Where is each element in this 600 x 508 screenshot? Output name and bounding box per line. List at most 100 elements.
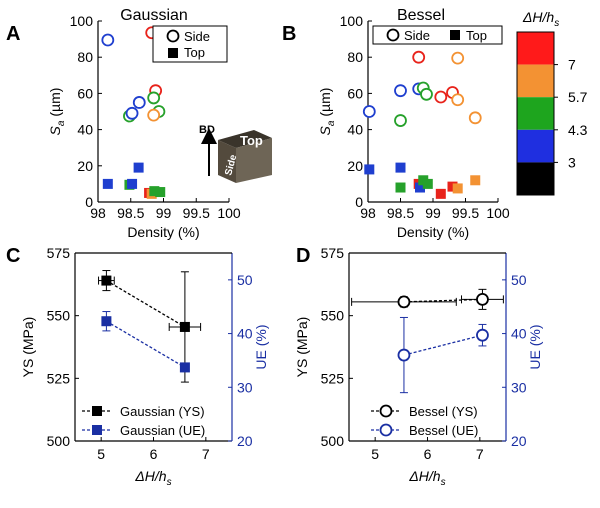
x-tick-label: 5 [97,446,105,462]
x-tick-label: 99 [156,205,172,221]
side-point [101,33,115,47]
side-point [468,111,482,125]
legend-label-side: Side [404,28,430,43]
cube-front-face [236,138,272,183]
x-tick-label: 99.5 [452,205,479,221]
panel-letter-b: B [282,23,296,45]
right-tick-label: 40 [237,326,253,342]
panel-letter-d: D [296,245,310,267]
side-point [434,90,448,104]
right-axis-title: UE (%) [253,324,269,369]
x-axis-title: ΔH/hs [408,468,445,488]
y-tick-label: 40 [77,122,93,138]
colorbar-segment [517,129,554,163]
x-tick-label: 99 [425,205,441,221]
x-tick-label: 100 [217,205,241,221]
colorbar-frame [516,31,555,196]
side-point [147,91,161,105]
legend-label-side: Side [184,29,210,44]
legend-marker-side [386,28,400,42]
side-point [394,84,407,98]
panel-b-scatter: 98 98.5 99 99.5 100 0 20 40 60 80 100 Density (%) Sa… [317,9,588,240]
right-tick-label: 20 [511,433,527,449]
inset-cube: BD Top Side [199,124,272,183]
x-tick-label: 6 [424,446,432,462]
cube-side-face [218,140,236,183]
side-point [451,93,465,107]
left-tick-label: 550 [47,308,71,324]
series-line-1 [106,320,186,368]
colorbar-tick-label: 5.7 [568,89,588,105]
y-tick-label: 100 [70,13,94,29]
panel-letter-a: A [6,23,20,45]
top-point [133,162,144,173]
x-tick-label: 7 [202,446,210,462]
top-point [155,187,166,198]
colorbar-segment [517,97,554,130]
top-point [422,178,433,189]
colorbar-segment [517,64,554,98]
right-tick-label: 30 [511,379,527,395]
colorbar-segment [517,162,554,195]
chart-title-bessel: Bessel [397,7,445,24]
y-tick-label: 80 [77,49,93,65]
series-line-1 [403,334,483,356]
legend-marker [379,423,393,437]
y-tick-label: 20 [347,158,363,174]
top-point [452,183,463,194]
top-point [395,182,406,193]
top-point [435,188,446,199]
x-tick-label: 98.5 [117,205,144,221]
y-tick-label: 0 [355,194,363,210]
colorbar-segment [517,32,554,65]
data-point [476,328,489,342]
colorbar-tick-label: 7 [568,57,576,73]
x-tick-label: 100 [486,205,510,221]
legend-label: Bessel (YS) [409,404,478,419]
x-axis-title: Density (%) [397,224,469,240]
y-axis-title: Sa (µm) [47,88,67,136]
right-tick-label: 50 [511,272,527,288]
top-point [415,182,425,193]
data-point [179,321,190,332]
top-point [102,178,113,189]
x-tick-label: 6 [150,446,158,462]
data-point [179,362,190,373]
left-tick-label: 500 [321,433,345,449]
y-tick-label: 0 [85,194,93,210]
right-tick-label: 20 [237,433,253,449]
side-point [420,87,433,101]
legend-label: Gaussian (YS) [120,404,205,419]
panel-c-line: 5 6 7 500 525 550 575 20 30 40 50 ΔH/hs YS (MPa) UE (… [20,245,269,488]
data-point [101,316,112,327]
legend-marker [379,404,393,418]
y-tick-label: 60 [77,85,93,101]
x-tick-label: 98.5 [387,205,414,221]
legend-marker-side [166,29,180,43]
y-tick-label: 100 [340,13,364,29]
legend-box [152,25,228,63]
x-tick-label: 99.5 [183,205,210,221]
cube-side-label: Side [223,153,239,177]
legend-marker-top [168,48,178,58]
x-tick-label: 98 [360,205,376,221]
right-tick-label: 40 [511,326,527,342]
left-tick-label: 500 [47,433,71,449]
legend-label: Bessel (UE) [409,423,478,438]
data-point [101,275,112,286]
top-point [470,175,481,186]
x-axis-title: ΔH/hs [134,468,171,488]
left-tick-label: 525 [47,370,71,386]
side-point [362,105,376,118]
x-tick-label: 98 [90,205,106,221]
top-point [127,178,138,189]
left-tick-label: 525 [321,370,345,386]
cube-top-face [218,130,272,148]
x-tick-label: 7 [476,446,484,462]
legend-label-top: Top [184,45,205,60]
data-point [397,348,411,362]
legend-box [372,25,503,45]
series-line-0 [106,280,186,328]
legend-marker-top [450,30,460,40]
